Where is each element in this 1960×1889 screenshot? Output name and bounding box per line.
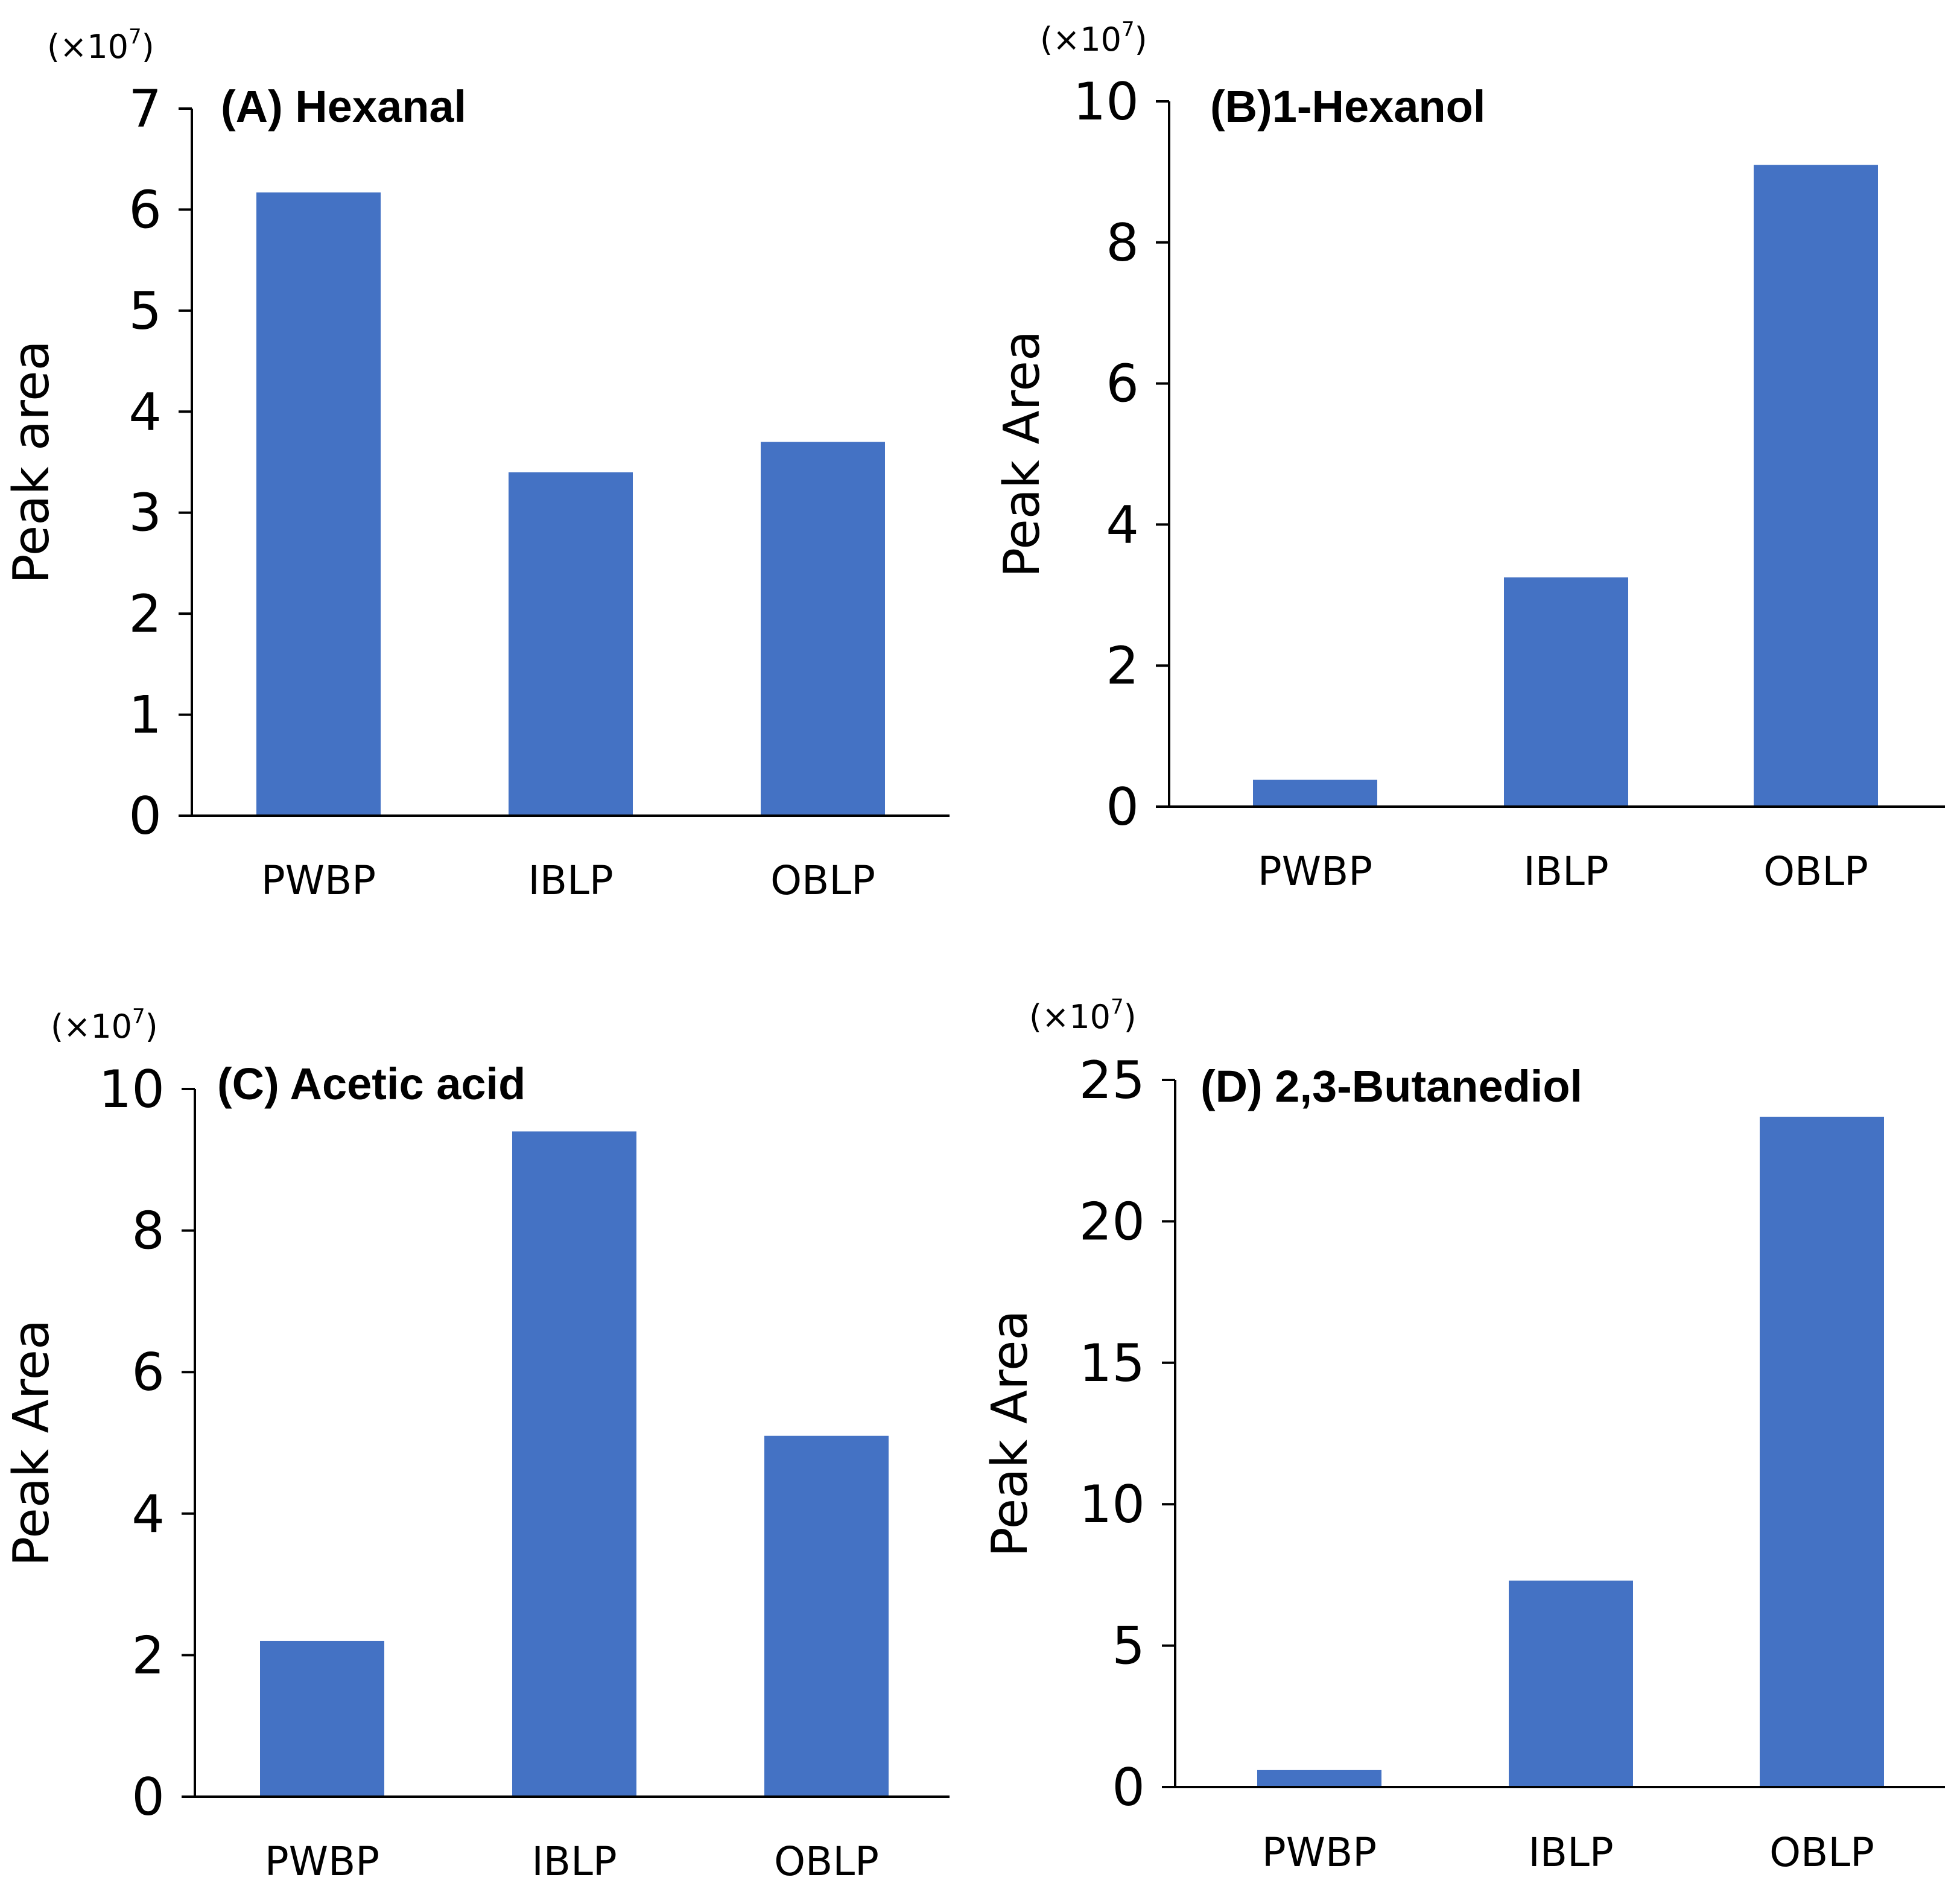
y-tick-label-d-20: 20 bbox=[1079, 1192, 1145, 1252]
y-axis-title-a: Peak area bbox=[3, 340, 60, 584]
category-label-b-pwbp: PWBP bbox=[1258, 848, 1372, 895]
y-tick-label-a-4: 4 bbox=[128, 382, 162, 442]
y-tick-label-b-6: 6 bbox=[1106, 354, 1139, 414]
chart-title-b: (B)1-Hexanol bbox=[1210, 81, 1485, 132]
y-tick-label-c-10: 10 bbox=[99, 1059, 165, 1120]
y-tick-label-c-2: 2 bbox=[132, 1625, 165, 1686]
y-tick-label-a-2: 2 bbox=[128, 584, 162, 644]
bar-d-iblp bbox=[1509, 1580, 1633, 1787]
y-tick-label-b-0: 0 bbox=[1106, 777, 1139, 837]
scale-note-d: (×107) bbox=[1029, 995, 1137, 1036]
bar-c-iblp bbox=[512, 1131, 636, 1797]
y-tick-label-b-2: 2 bbox=[1106, 636, 1139, 696]
y-axis-title-d: Peak Area bbox=[982, 1310, 1039, 1557]
y-axis-title-c: Peak Area bbox=[3, 1319, 60, 1566]
category-label-c-pwbp: PWBP bbox=[265, 1838, 379, 1885]
bar-d-oblp bbox=[1760, 1116, 1884, 1787]
y-tick-label-c-4: 4 bbox=[132, 1484, 165, 1545]
y-tick-label-d-15: 15 bbox=[1079, 1333, 1145, 1394]
y-tick-label-a-7: 7 bbox=[128, 79, 162, 139]
y-tick-label-d-5: 5 bbox=[1112, 1616, 1145, 1677]
category-label-a-iblp: IBLP bbox=[528, 857, 613, 904]
bar-a-iblp bbox=[509, 472, 633, 816]
category-label-a-pwbp: PWBP bbox=[261, 857, 376, 904]
category-label-a-oblp: OBLP bbox=[770, 857, 875, 904]
chart-title-d: (D) 2,3-Butanediol bbox=[1200, 1061, 1582, 1111]
bar-c-oblp bbox=[764, 1435, 889, 1797]
y-tick-label-a-1: 1 bbox=[128, 685, 162, 746]
y-tick-label-b-8: 8 bbox=[1106, 213, 1139, 273]
y-tick-label-b-10: 10 bbox=[1073, 72, 1139, 132]
category-label-d-oblp: OBLP bbox=[1769, 1829, 1874, 1876]
y-tick-label-d-0: 0 bbox=[1112, 1757, 1145, 1818]
y-tick-label-d-25: 25 bbox=[1079, 1050, 1145, 1111]
category-label-b-oblp: OBLP bbox=[1763, 848, 1868, 895]
scale-note-c: (×107) bbox=[51, 1005, 158, 1046]
y-tick-label-c-8: 8 bbox=[132, 1201, 165, 1262]
y-tick-label-c-0: 0 bbox=[132, 1767, 165, 1827]
bar-a-pwbp bbox=[256, 192, 381, 816]
y-tick-label-c-6: 6 bbox=[132, 1342, 165, 1403]
category-label-c-iblp: IBLP bbox=[531, 1838, 617, 1885]
bar-b-iblp bbox=[1504, 577, 1628, 807]
category-label-d-pwbp: PWBP bbox=[1262, 1829, 1377, 1876]
y-tick-label-b-4: 4 bbox=[1106, 495, 1139, 555]
bar-c-pwbp bbox=[260, 1640, 384, 1797]
y-tick-label-a-6: 6 bbox=[128, 180, 162, 240]
scale-note-a: (×107) bbox=[47, 25, 154, 66]
category-label-d-iblp: IBLP bbox=[1528, 1829, 1613, 1876]
category-label-c-oblp: OBLP bbox=[774, 1838, 879, 1885]
bar-d-pwbp bbox=[1257, 1770, 1381, 1787]
bar-a-oblp bbox=[761, 442, 885, 816]
scale-note-b: (×107) bbox=[1040, 17, 1147, 59]
y-tick-label-d-10: 10 bbox=[1079, 1475, 1145, 1535]
y-axis-title-b: Peak Area bbox=[994, 331, 1051, 577]
y-tick-label-a-5: 5 bbox=[128, 281, 162, 341]
bar-b-oblp bbox=[1754, 165, 1878, 807]
y-tick-label-a-0: 0 bbox=[128, 786, 162, 846]
y-tick-label-a-3: 3 bbox=[128, 483, 162, 544]
category-label-b-iblp: IBLP bbox=[1523, 848, 1608, 895]
bar-b-pwbp bbox=[1253, 779, 1377, 807]
chart-title-c: (C) Acetic acid bbox=[217, 1059, 525, 1109]
chart-title-a: (A) Hexanal bbox=[221, 81, 466, 132]
